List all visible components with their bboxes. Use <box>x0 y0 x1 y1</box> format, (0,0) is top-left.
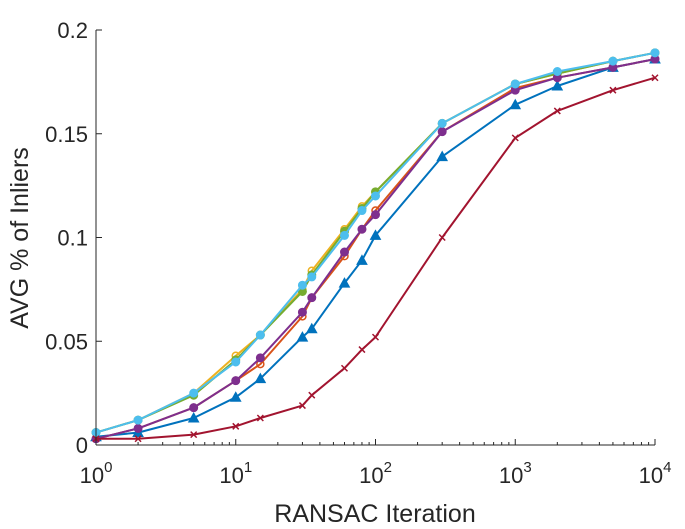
y-tick-label: 0.05 <box>45 329 88 354</box>
series-5 <box>91 54 660 444</box>
series-line <box>96 76 656 440</box>
data-point <box>187 411 200 423</box>
data-point <box>438 233 446 242</box>
data-point <box>357 224 367 234</box>
data-point <box>551 79 564 91</box>
data-point <box>511 134 519 142</box>
data-point <box>609 86 617 94</box>
y-tick-label: 0.15 <box>45 122 88 147</box>
data-point <box>297 280 307 290</box>
x-tick-base: 10 <box>359 463 383 488</box>
x-tick-label: 101 <box>219 459 252 488</box>
data-point <box>608 56 618 66</box>
data-point <box>371 191 380 201</box>
data-point <box>255 330 265 340</box>
y-axis-title: AVG % of Inliers <box>6 147 34 329</box>
x-axis-title: RANSAC Iteration <box>274 500 475 528</box>
data-point <box>356 254 368 265</box>
x-tick-exponent: 1 <box>244 459 252 476</box>
data-point <box>189 403 199 413</box>
data-point <box>339 247 349 257</box>
series-line <box>95 58 656 440</box>
data-point <box>357 206 367 216</box>
series-7 <box>92 74 659 443</box>
data-point <box>189 388 199 398</box>
x-tick-label: 104 <box>639 459 672 488</box>
data-point <box>369 229 382 240</box>
data-point <box>255 353 265 363</box>
data-point <box>133 415 143 425</box>
data-point <box>358 346 366 354</box>
x-tick-label: 100 <box>80 459 113 488</box>
x-tick-label: 102 <box>359 459 392 488</box>
data-point <box>436 150 449 162</box>
x-tick-base: 10 <box>639 463 663 488</box>
y-tick-label: 0.2 <box>57 18 88 43</box>
data-point <box>134 435 142 443</box>
x-tick-exponent: 0 <box>104 459 112 476</box>
x-tick-exponent: 3 <box>523 459 531 476</box>
series-line <box>95 58 656 440</box>
series-6 <box>91 48 660 438</box>
data-point <box>298 402 306 410</box>
data-point <box>371 333 380 341</box>
data-point <box>254 372 267 384</box>
data-point <box>338 277 351 288</box>
data-point <box>651 74 659 82</box>
data-point <box>307 272 317 282</box>
x-tick-base: 10 <box>80 463 104 488</box>
y-tick-label: 0.1 <box>57 226 88 251</box>
x-tick-exponent: 2 <box>384 459 392 476</box>
data-point <box>509 98 522 110</box>
series-2 <box>91 54 660 444</box>
data-point <box>437 127 447 137</box>
data-point <box>308 391 316 399</box>
data-point <box>231 357 241 367</box>
data-point <box>650 48 660 58</box>
y-tick-label: 0 <box>76 433 88 458</box>
data-point <box>371 210 380 220</box>
data-point <box>229 391 242 402</box>
series-4 <box>91 48 660 438</box>
x-tick-label: 103 <box>499 459 532 488</box>
series-line <box>95 51 656 434</box>
x-tick-base: 10 <box>219 463 243 488</box>
data-point <box>296 331 309 342</box>
data-point <box>232 422 240 430</box>
series-line <box>95 58 656 438</box>
x-tick-exponent: 4 <box>663 459 671 476</box>
series-1 <box>90 53 661 442</box>
data-point <box>552 67 562 76</box>
data-point <box>190 431 198 439</box>
series-3 <box>91 48 660 437</box>
x-tick-base: 10 <box>499 463 523 488</box>
data-point <box>133 423 143 433</box>
series-line <box>95 51 656 434</box>
data-point <box>256 414 264 422</box>
series-layer <box>90 48 661 444</box>
data-point <box>305 322 318 334</box>
data-point <box>553 107 561 115</box>
data-point <box>231 376 241 386</box>
data-point <box>297 307 307 317</box>
series-line <box>95 51 656 434</box>
data-point <box>340 364 349 372</box>
data-point <box>307 293 317 303</box>
data-point <box>437 118 447 128</box>
data-point <box>510 79 520 89</box>
data-point <box>339 230 349 240</box>
